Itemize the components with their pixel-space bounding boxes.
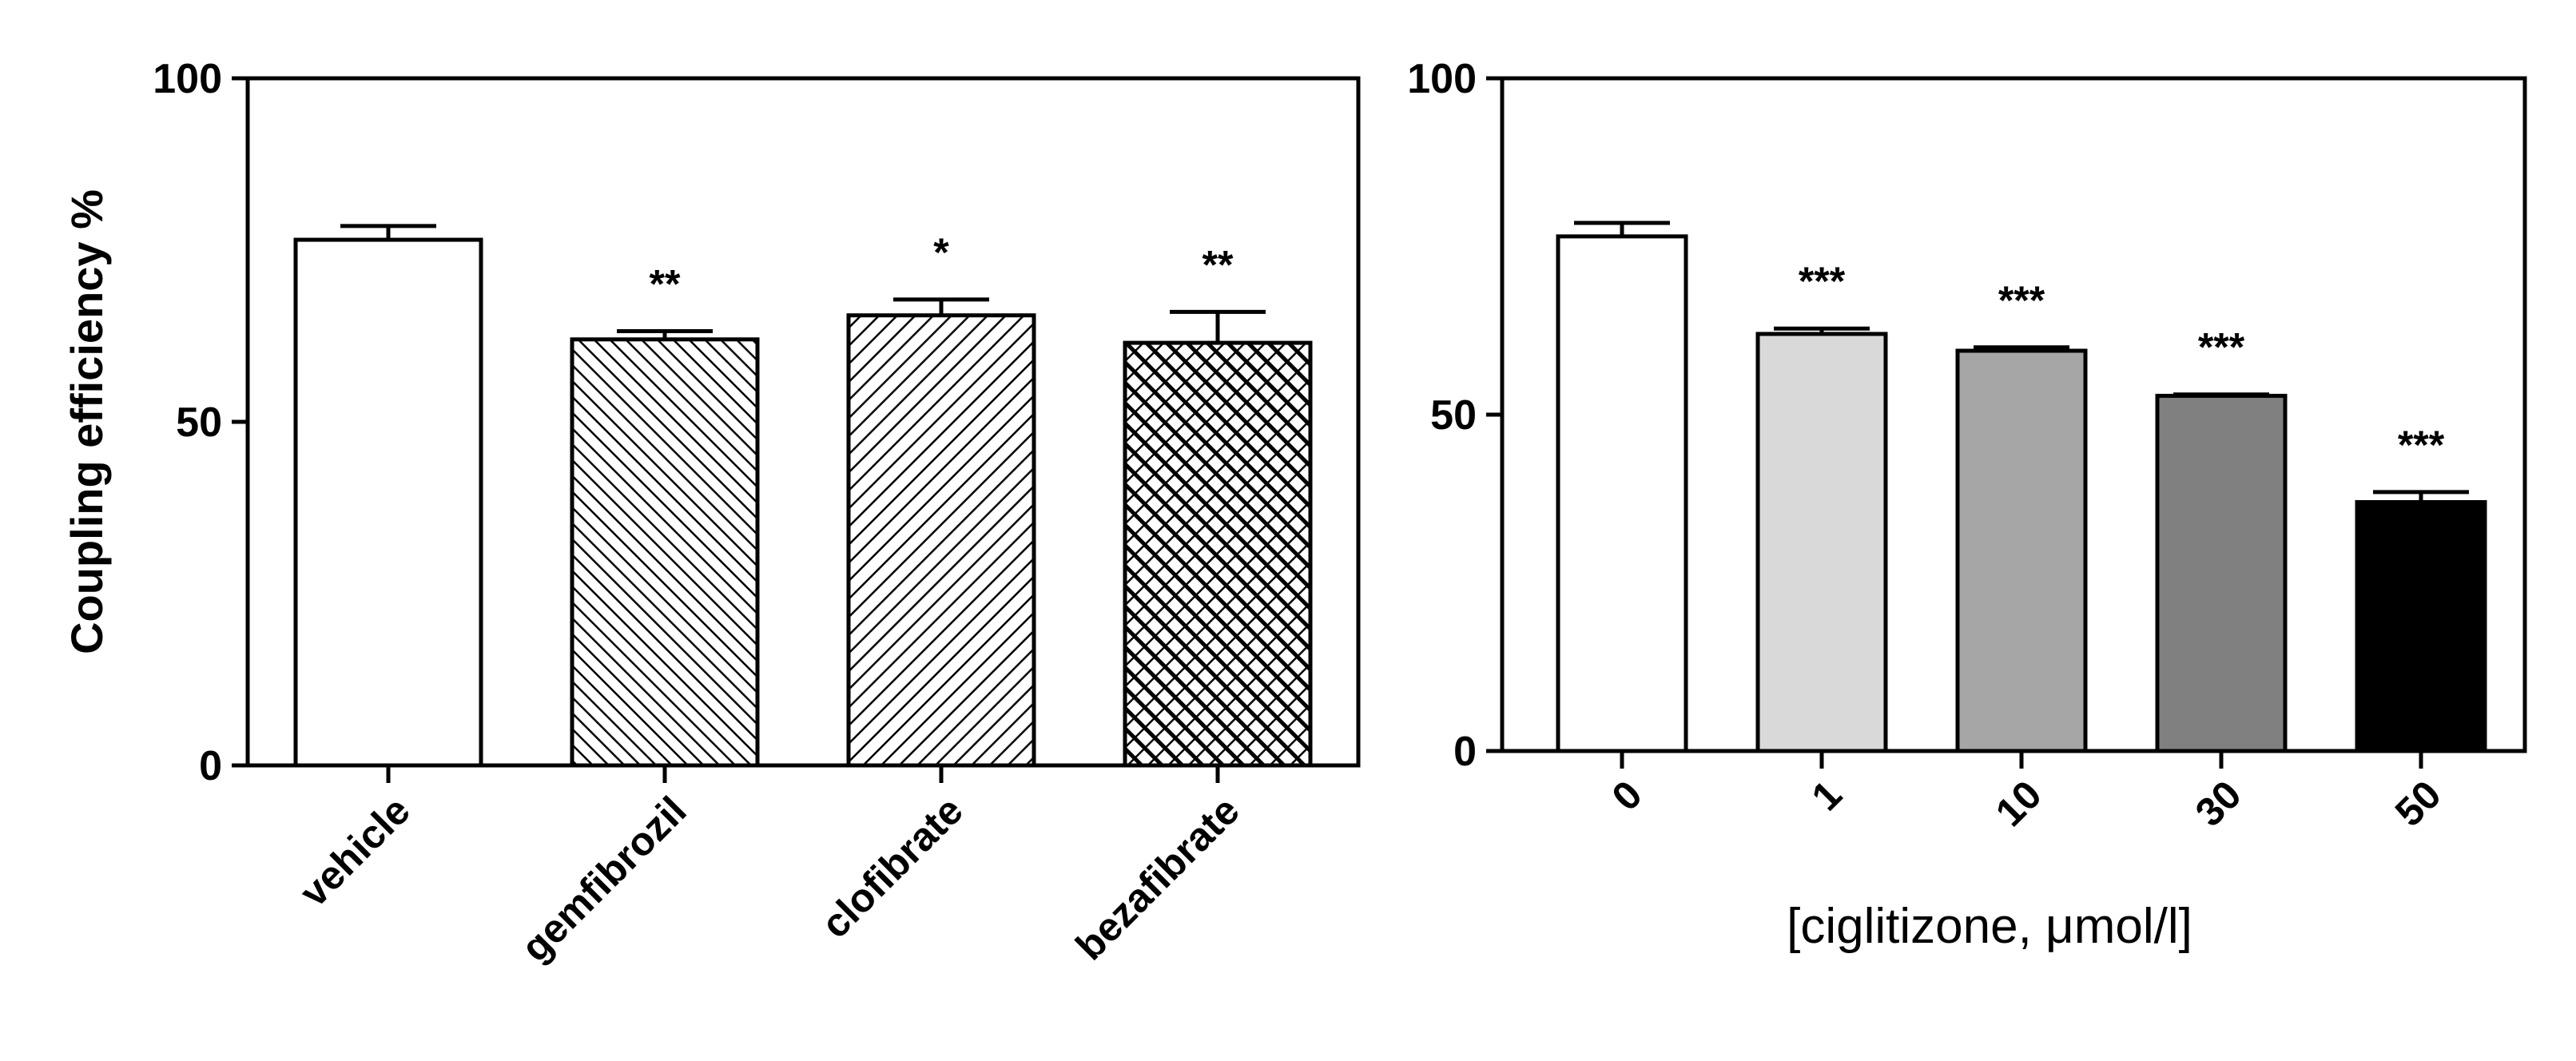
significance-label: *** <box>1998 278 2045 323</box>
x-tick-label: gemfibrozil <box>513 788 695 970</box>
x-tick-label: 10 <box>1987 772 2050 835</box>
bar <box>2155 393 2288 753</box>
bar <box>1123 340 1313 768</box>
significance-label: *** <box>1799 259 1846 304</box>
bar <box>1955 348 2088 753</box>
significance-label: *** <box>2398 423 2445 467</box>
significance-label: ** <box>1203 242 1234 287</box>
y-tick-label: 0 <box>199 743 222 789</box>
bar <box>293 237 483 768</box>
x-tick-label: 1 <box>1803 772 1851 819</box>
y-tick-label: 50 <box>176 399 222 446</box>
y-tick-label: 0 <box>1453 729 1477 775</box>
significance-label: *** <box>2198 325 2245 370</box>
y-tick-label: 100 <box>153 56 222 102</box>
x-tick-label: 0 <box>1604 772 1651 819</box>
bar <box>846 313 1036 768</box>
x-tick-label: clofibrate <box>813 788 972 947</box>
y-axis-title: Coupling efficiency % <box>62 189 112 654</box>
chart-panel-right: 0 50 100 *** *** *** *** 0 1 10 30 50 [ciglitizon… <box>1407 56 2527 954</box>
bar <box>2355 499 2487 753</box>
y-tick-label: 100 <box>1407 56 1477 102</box>
bar <box>1556 234 1688 753</box>
x-axis-title: [ciglitizone, μmol/l] <box>1787 899 2192 954</box>
x-tick-label: vehicle <box>291 788 418 915</box>
significance-label: ** <box>650 261 681 306</box>
x-tick-label: 30 <box>2187 772 2250 835</box>
significance-label: * <box>933 230 949 275</box>
bar <box>1755 332 1888 753</box>
x-tick-label: 50 <box>2387 772 2450 835</box>
bar <box>570 337 760 768</box>
x-tick-label: bezafibrate <box>1067 788 1248 968</box>
y-tick-label: 50 <box>1430 392 1477 439</box>
